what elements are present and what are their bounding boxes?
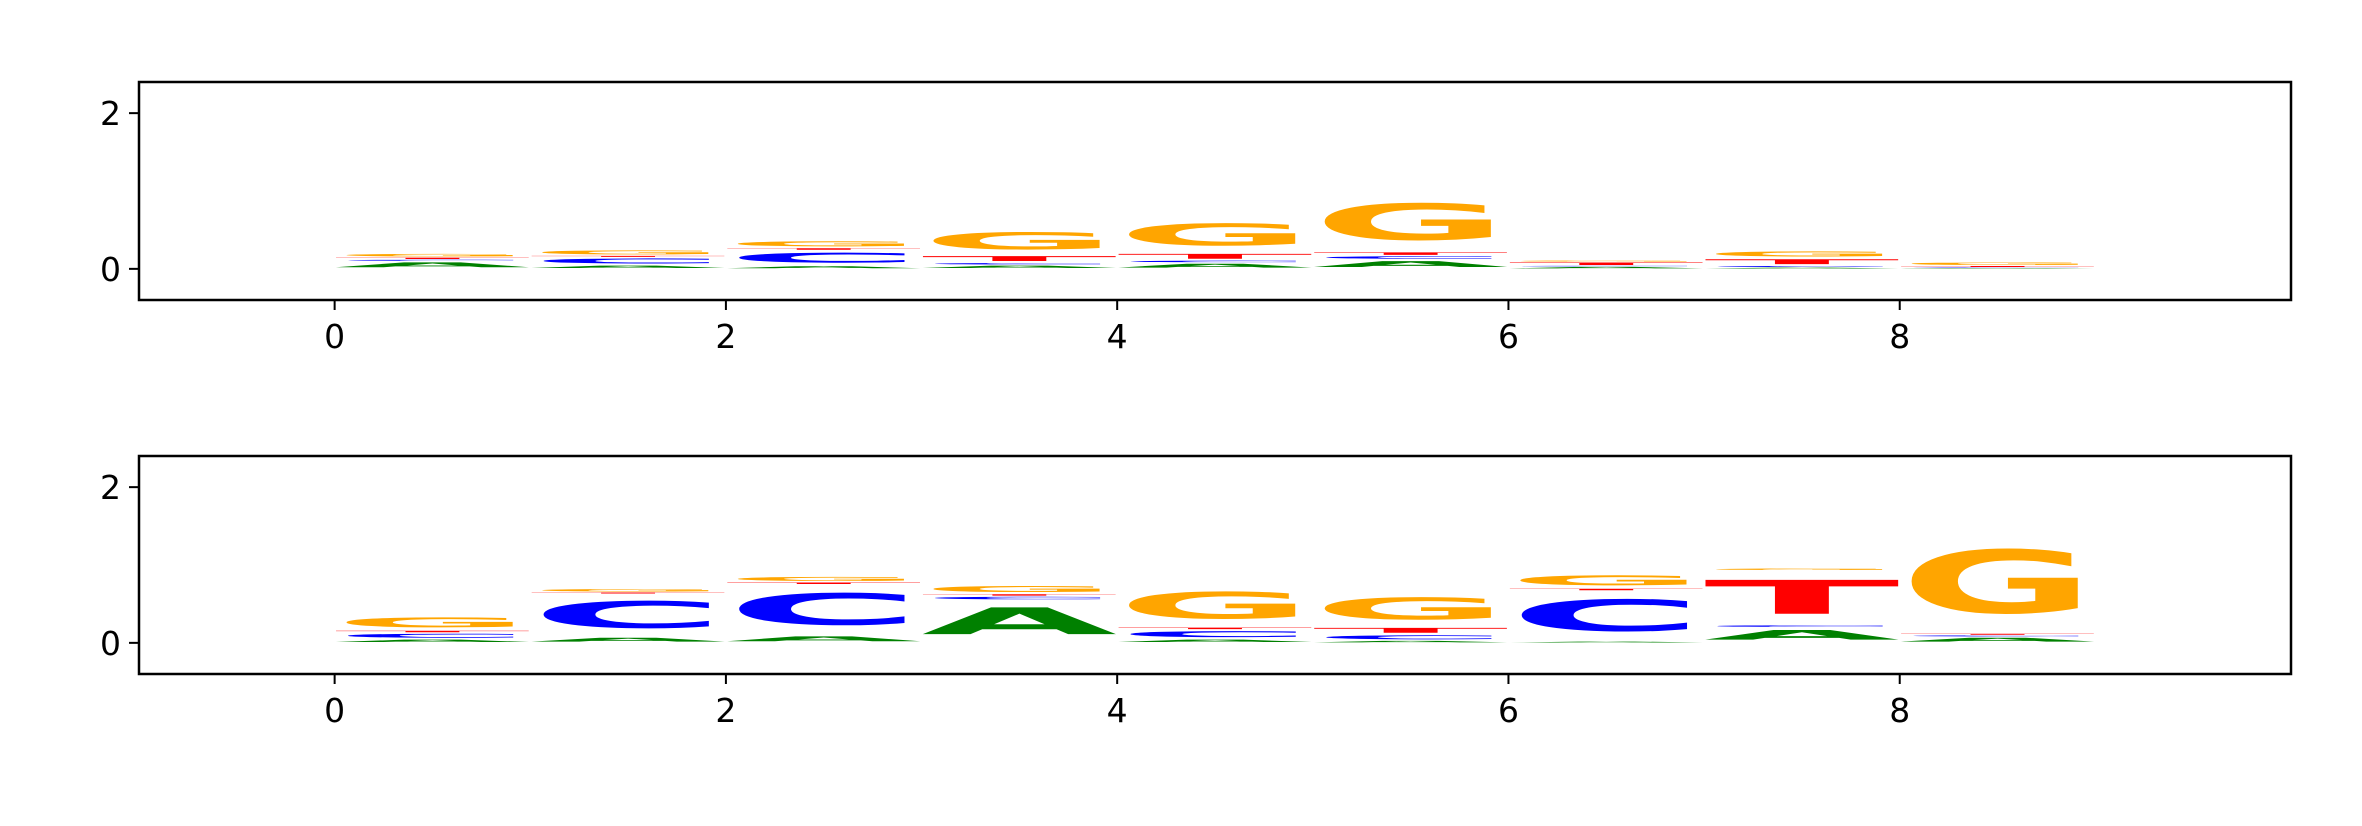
letter-glyph: G	[1313, 193, 1509, 251]
letter-glyph: A	[726, 266, 922, 269]
letter-glyph: G	[1117, 585, 1313, 628]
letter-glyph: A	[1900, 637, 2096, 643]
y-tick-label: 0	[100, 250, 121, 289]
letter-glyph: G	[1704, 568, 1900, 570]
letter-glyph: C	[1117, 260, 1313, 262]
letter-glyph: T	[335, 630, 531, 632]
letter-glyph: A	[1313, 260, 1509, 269]
letter-glyph: T	[726, 582, 922, 584]
x-tick-label: 6	[1498, 317, 1519, 356]
letter-glyph: A	[335, 639, 531, 643]
letter-glyph: G	[335, 615, 531, 631]
letter-glyph: T	[530, 256, 726, 258]
letter-glyph: T	[922, 594, 1118, 596]
letter-glyph: C	[1508, 266, 1704, 267]
x-tick-label: 8	[1889, 691, 1910, 730]
letter-glyph: A	[530, 265, 726, 269]
axes-frame	[137, 80, 2293, 302]
letter-glyph: A	[1704, 627, 1900, 642]
letter-glyph: C	[1313, 256, 1509, 260]
letter-glyph: T	[922, 255, 1118, 263]
letter-glyph: T	[1117, 627, 1313, 629]
letter-glyph: A	[1508, 641, 1704, 643]
letter-glyph: A	[1117, 639, 1313, 643]
letter-glyph: A	[922, 600, 1118, 643]
letter-glyph: T	[335, 257, 531, 259]
x-tick-label: 8	[1889, 317, 1910, 356]
x-tick-label: 4	[1107, 317, 1128, 356]
letter-glyph: C	[922, 263, 1118, 265]
y-tick-label: 2	[100, 468, 121, 507]
x-tick-label: 0	[324, 317, 345, 356]
x-tick-label: 6	[1498, 691, 1519, 730]
letter-glyph: A	[335, 261, 531, 269]
letter-glyph: C	[1704, 266, 1900, 268]
x-tick-label: 0	[324, 691, 345, 730]
letter-glyph: A	[530, 637, 726, 643]
letter-glyph: A	[1704, 267, 1900, 269]
letter-glyph: A	[1117, 263, 1313, 269]
letter-glyph: C	[530, 594, 726, 637]
letter-glyph: G	[1900, 533, 2096, 633]
letter-glyph: A	[726, 635, 922, 643]
letter-glyph: C	[922, 596, 1118, 600]
letter-glyph: T	[1900, 634, 2096, 636]
letter-glyph: C	[1704, 625, 1900, 627]
letter-glyph: T	[530, 592, 726, 594]
letter-glyph: A	[1508, 267, 1704, 269]
letter-glyph: C	[335, 260, 531, 262]
x-tick-label: 4	[1107, 691, 1128, 730]
letter-glyph: T	[726, 248, 922, 250]
y-tick-label: 2	[100, 94, 121, 133]
letter-glyph: C	[1117, 630, 1313, 639]
letter-glyph: C	[1900, 635, 2096, 637]
x-tick-label: 2	[715, 691, 736, 730]
letter-glyph: T	[1900, 266, 2096, 268]
letter-glyph: G	[530, 249, 726, 255]
letter-glyph: T	[1313, 627, 1509, 635]
letter-glyph: A	[1313, 641, 1509, 643]
letter-glyph: C	[1313, 634, 1509, 640]
letter-glyph: G	[1508, 573, 1704, 589]
x-tick-label: 2	[715, 317, 736, 356]
letter-glyph: G	[335, 253, 531, 257]
letter-glyph: A	[922, 265, 1118, 269]
letter-glyph: G	[530, 588, 726, 592]
letter-glyph: T	[1704, 571, 1900, 625]
letter-glyph: G	[922, 228, 1118, 255]
letter-glyph: G	[922, 585, 1118, 594]
letter-glyph: G	[1704, 250, 1900, 258]
letter-glyph: G	[726, 576, 922, 582]
letter-glyph: C	[726, 250, 922, 266]
letter-glyph: T	[1117, 253, 1313, 261]
letter-glyph: G	[1313, 592, 1509, 627]
letter-glyph: T	[1508, 588, 1704, 590]
letter-glyph: C	[1508, 591, 1704, 641]
letter-glyph: T	[1508, 262, 1704, 266]
letter-glyph: C	[1900, 267, 2096, 268]
letter-glyph: C	[530, 257, 726, 265]
letter-glyph: C	[726, 585, 922, 635]
letter-glyph: G	[1117, 218, 1313, 253]
letter-glyph: C	[335, 633, 531, 639]
letter-glyph: G	[1508, 260, 1704, 262]
letter-glyph: G	[726, 240, 922, 248]
axes-frame	[137, 454, 2293, 676]
letter-glyph: A	[1900, 268, 2096, 269]
y-tick-label: 0	[100, 624, 121, 663]
letter-glyph: T	[1704, 258, 1900, 266]
letter-glyph: T	[1313, 252, 1509, 256]
letter-glyph: G	[1900, 262, 2096, 266]
